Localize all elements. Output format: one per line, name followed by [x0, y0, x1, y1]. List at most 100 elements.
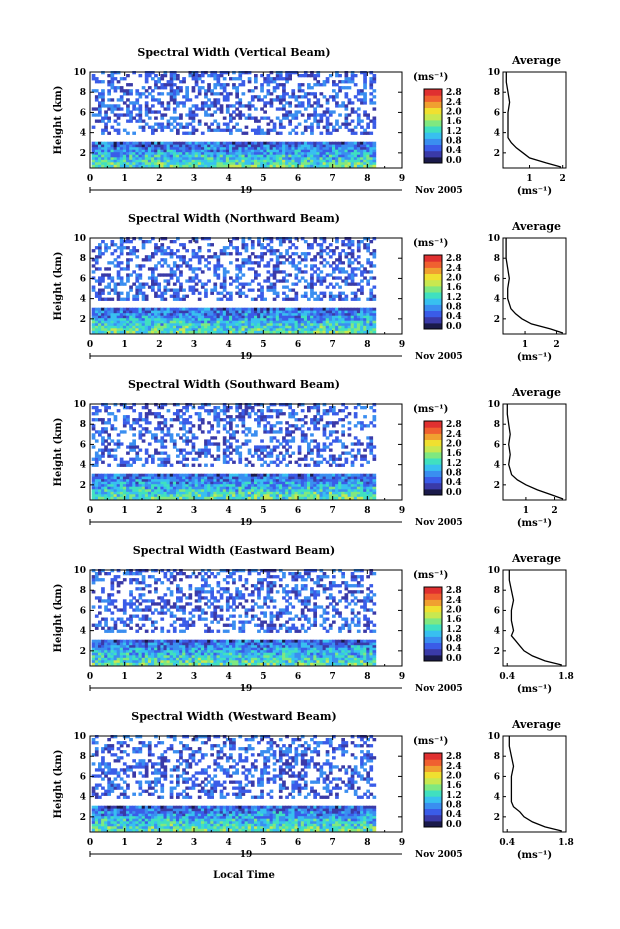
heatmap-cell — [272, 264, 277, 268]
heatmap-cell — [119, 249, 124, 253]
heatmap-cell — [291, 161, 296, 165]
heatmap-cell — [338, 252, 342, 256]
heatmap-cell — [169, 74, 174, 78]
heatmap-cell — [372, 77, 377, 81]
heatmap-cell — [147, 491, 152, 495]
heatmap-cell — [166, 325, 171, 329]
heatmap-cell — [204, 151, 208, 155]
heatmap-cell — [172, 297, 177, 301]
heatmap-cell — [101, 151, 105, 155]
heatmap-cell — [266, 454, 271, 458]
heatmap-cell — [179, 285, 183, 289]
heatmap-cell — [122, 144, 127, 148]
heatmap-cell — [219, 322, 224, 326]
heatmap-cell — [310, 294, 314, 298]
heatmap-cell — [344, 151, 349, 155]
heatmap-cell — [182, 473, 186, 477]
heatmap-cell — [322, 317, 327, 321]
heatmap-cell — [154, 439, 158, 443]
heatmap-cell — [160, 273, 165, 277]
heatmap-cell — [197, 481, 202, 485]
heatmap-cell — [191, 128, 196, 132]
heatmap-cell — [353, 291, 358, 295]
heatmap-cell — [235, 92, 239, 96]
heatmap-cell — [244, 146, 249, 150]
heatmap-cell — [213, 270, 218, 274]
heatmap-cell — [154, 161, 158, 165]
heatmap-cell — [335, 312, 339, 316]
heatmap-cell — [300, 161, 305, 165]
heatmap-cell — [244, 457, 249, 461]
x-tick-label: 8 — [364, 340, 370, 350]
heatmap-cell — [328, 255, 333, 259]
heatmap-cell — [260, 98, 264, 102]
heatmap-cell — [266, 322, 271, 326]
heatmap-cell — [278, 149, 283, 153]
heatmap-cell — [263, 315, 267, 319]
heatmap-cell — [254, 141, 258, 145]
heatmap-cell — [219, 144, 224, 148]
average-x-label: (ms⁻¹) — [517, 352, 552, 363]
heatmap-cell — [91, 493, 96, 497]
heatmap-cell — [207, 439, 211, 443]
heatmap-cell — [182, 457, 186, 461]
heatmap-cell — [307, 310, 311, 314]
heatmap-cell — [307, 491, 311, 495]
heatmap-cell — [166, 488, 171, 492]
heatmap-cell — [300, 307, 305, 311]
heatmap-cell — [163, 491, 168, 495]
heatmap-cell — [160, 430, 165, 434]
heatmap-cell — [369, 159, 374, 163]
heatmap-cell — [257, 141, 261, 145]
heatmap-cell — [163, 478, 168, 482]
heatmap-cell — [172, 310, 177, 314]
heatmap-cell — [260, 291, 264, 295]
heatmap-cell — [269, 486, 274, 490]
heatmap-cell — [113, 161, 118, 165]
heatmap-cell — [303, 317, 308, 321]
heatmap-cell — [344, 122, 349, 126]
heatmap-cell — [210, 104, 214, 108]
heatmap-cell — [129, 92, 133, 96]
heatmap-cell — [294, 320, 299, 324]
heatmap-cell — [104, 149, 108, 153]
heatmap-cell — [172, 291, 177, 295]
heatmap-cell — [238, 282, 243, 286]
heatmap-cell — [353, 307, 358, 311]
heatmap-cell — [325, 315, 330, 319]
heatmap-cell — [266, 116, 271, 120]
heatmap-cell — [272, 315, 277, 319]
heatmap-cell — [366, 159, 370, 163]
heatmap-cell — [254, 273, 258, 277]
heatmap-cell — [151, 276, 155, 280]
heatmap-cell — [210, 312, 214, 316]
heatmap-cell — [294, 151, 299, 155]
heatmap-cell — [278, 476, 283, 480]
heatmap-cell — [166, 327, 171, 331]
heatmap-cell — [275, 310, 280, 314]
heatmap-cell — [172, 125, 177, 129]
heatmap-cell — [144, 113, 149, 117]
heatmap-cell — [176, 267, 180, 271]
heatmap-cell — [101, 119, 105, 123]
heatmap-cell — [222, 457, 227, 461]
heatmap-cell — [116, 327, 121, 331]
heatmap-cell — [141, 164, 146, 168]
heatmap-cell — [219, 282, 224, 286]
heatmap-cell — [356, 243, 361, 247]
heatmap-cell — [297, 483, 302, 487]
heatmap-cell — [126, 320, 130, 324]
heatmap-cell — [366, 113, 370, 117]
heatmap-cell — [360, 327, 364, 331]
heatmap-cell — [303, 330, 308, 334]
heatmap-cell — [160, 476, 165, 480]
heatmap-cell — [275, 291, 280, 295]
heatmap-cell — [169, 294, 174, 298]
heatmap-cell — [325, 325, 330, 329]
heatmap-cell — [263, 330, 267, 334]
heatmap-cell — [328, 291, 333, 295]
heatmap-cell — [219, 317, 224, 321]
heatmap-cell — [316, 164, 321, 168]
heatmap-cell — [126, 246, 130, 250]
heatmap-cell — [291, 128, 296, 132]
